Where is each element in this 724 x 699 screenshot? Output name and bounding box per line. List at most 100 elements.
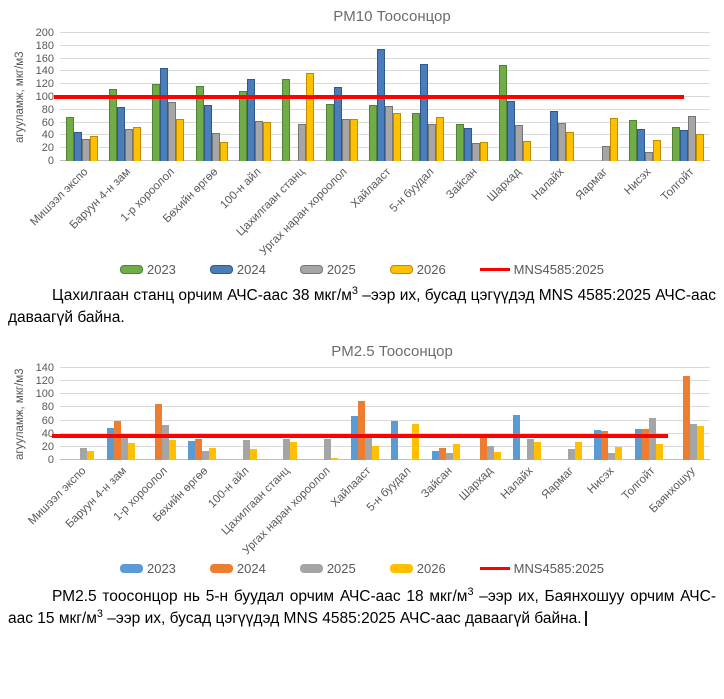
bar-group	[60, 33, 103, 161]
bar-2024	[113, 420, 121, 460]
bar-group	[233, 33, 276, 161]
plot-column: Мишээл экспо Баруун 4-н зам 1-р хороолол Бө…	[28, 32, 710, 259]
bar-2023	[672, 127, 681, 161]
bar-2023	[635, 429, 643, 460]
pm25-chart: PM2.5 Тоосонцор агууламж, мкг/м3 0 20 40 60…	[0, 343, 724, 576]
gridline	[60, 32, 710, 33]
bar-2023	[628, 120, 637, 161]
bar-2025	[471, 143, 480, 161]
legend-item-2024: 2024	[209, 561, 266, 576]
bar-2025	[384, 105, 393, 161]
bar-2023	[65, 117, 74, 161]
gridline	[60, 445, 710, 447]
bar-2026	[168, 439, 176, 460]
paragraph-text: РМ2.5 тоосонцор нь 5-н буудал орчим АЧС-…	[52, 588, 468, 605]
chart-body: агууламж, мкг/м3 0 20 40 60 80 100 120 140 160 18…	[0, 27, 724, 259]
y-tick-label: 20	[41, 142, 54, 155]
bar-2025	[567, 448, 575, 460]
legend-label: MNS4585:2025	[513, 561, 605, 576]
y-tick-label: 120	[35, 78, 54, 91]
bar-2026	[89, 136, 98, 161]
paragraph-text: –ээр их, Баянхошуу орчим АЧС-аас 15 мкг/…	[8, 588, 716, 627]
x-axis-label: Шархад	[485, 166, 524, 205]
legend-label: 2026	[416, 561, 446, 576]
y-tick-label: 100	[35, 388, 54, 401]
bar-2024	[682, 375, 690, 460]
bar-group	[320, 33, 363, 161]
bar-2024	[642, 429, 650, 460]
bar-2026	[412, 423, 420, 460]
bar-2023	[412, 113, 421, 161]
paragraph-text: –ээр их, бусад цэгүүдэд MNS 4585:2025 АЧ…	[8, 287, 716, 326]
gridline	[60, 432, 710, 434]
bar-2025	[364, 437, 372, 460]
legend-swatch	[119, 564, 143, 573]
bar-2025	[124, 129, 133, 161]
bar-2025	[341, 118, 350, 161]
gridline	[60, 380, 710, 382]
legend-item-standard: MNS4585:2025	[479, 262, 605, 277]
superscript: 3	[351, 284, 358, 297]
legend-swatch	[119, 265, 143, 274]
legend-item-2025: 2025	[299, 561, 356, 576]
bar-2024	[420, 64, 429, 161]
bar-2026	[615, 446, 623, 460]
text-cursor	[584, 611, 587, 626]
bar-2026	[331, 458, 339, 460]
superscript: 3	[96, 607, 103, 620]
x-axis-label: 100-н айл	[218, 166, 264, 212]
paragraph-pm25-summary: РМ2.5 тоосонцор нь 5-н буудал орчим АЧС-…	[8, 586, 716, 630]
bar-group	[537, 33, 580, 161]
y-axis-title: агууламж, мкг/м3	[14, 51, 26, 143]
legend-swatch	[389, 564, 413, 573]
bar-2025	[601, 145, 610, 161]
y-tick-label: 0	[47, 155, 54, 167]
x-axis-label: Зайсан	[418, 465, 455, 501]
bar-2024	[438, 447, 446, 460]
y-tick-label: 140	[35, 362, 54, 374]
bar-group	[407, 33, 450, 161]
legend-swatch	[389, 265, 413, 274]
bars-layer	[60, 33, 710, 161]
bar-group	[580, 33, 623, 161]
bar-2024	[463, 127, 472, 161]
bar-2026	[392, 113, 401, 161]
bar-group	[263, 368, 304, 460]
x-axis-label: Ургах наран хороолол	[258, 166, 351, 259]
legend-item-2023: 2023	[119, 262, 176, 277]
bar-2023	[238, 90, 247, 161]
bar-2025	[486, 445, 494, 460]
bar-2024	[154, 403, 162, 460]
bar-2026	[176, 119, 185, 161]
x-axis-label: Яармаг	[573, 166, 611, 203]
legend-label: MNS4585:2025	[513, 262, 605, 277]
bar-2025	[558, 123, 567, 161]
legend-label: 2023	[146, 561, 176, 576]
bar-group	[426, 368, 467, 460]
y-tick-label: 80	[41, 103, 54, 116]
bar-group	[182, 368, 223, 460]
standard-limit-line	[52, 433, 668, 438]
x-axis-label: Хайлааст	[348, 166, 394, 211]
y-tick-label: 40	[41, 427, 54, 440]
bar-group	[548, 368, 589, 460]
legend-label: 2026	[416, 262, 446, 277]
y-axis: 0 20 40 60 80 100 120 140	[28, 362, 60, 466]
bar-2023	[108, 89, 117, 161]
bar-2024	[357, 400, 365, 460]
bar-2024	[333, 87, 342, 161]
bar-group	[344, 368, 385, 460]
bar-2024	[195, 438, 203, 460]
plot-column: Мишээл экспо Баруун 4-н зам 1-р хороолол Бө…	[27, 367, 710, 557]
bar-2023	[152, 83, 161, 161]
plot-area	[52, 367, 710, 460]
y-tick-label: 120	[35, 375, 54, 388]
bar-2026	[479, 142, 488, 161]
bar-group	[588, 368, 629, 460]
bar-2023	[195, 86, 204, 161]
bar-2026	[132, 127, 141, 161]
y-tick-label: 80	[41, 401, 54, 414]
x-axis-labels: Мишээл экспо Баруун 4-н зам 1-р хороолол Бө…	[27, 460, 710, 557]
bar-2023	[282, 79, 291, 161]
plot-area	[54, 32, 710, 161]
